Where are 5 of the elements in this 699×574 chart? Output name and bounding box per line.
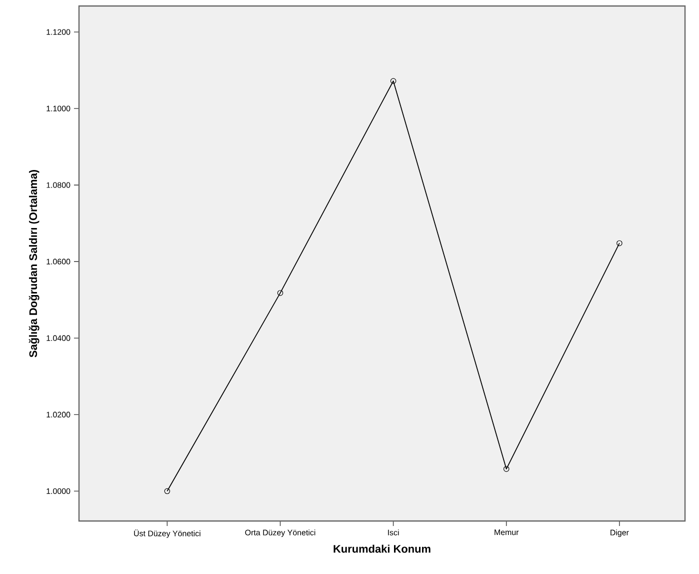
y-axis-title: Sağlığa Doğrudan Saldırı (Ortalama) xyxy=(28,170,40,358)
x-axis-title: Kurumdaki Konum xyxy=(334,544,430,553)
point xyxy=(503,466,510,472)
point xyxy=(277,290,284,296)
point xyxy=(390,78,396,84)
